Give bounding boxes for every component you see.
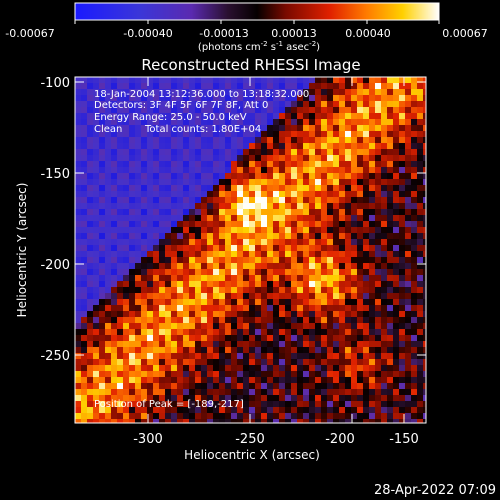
colorbar-tick-label: 0.00013	[271, 27, 317, 40]
colorbar-tick-label: -0.00040	[123, 27, 172, 40]
y-tick-label: -100	[40, 76, 70, 91]
annotation-detectors: Detectors: 3F 4F 5F 6F 7F 8F, Att 0	[94, 100, 268, 111]
timestamp: 28-Apr-2022 07:09	[374, 483, 496, 498]
annotation-energy-range: Energy Range: 25.0 - 50.0 keV	[94, 112, 247, 123]
annotation-peak-position: Position of Peak = [-189,-217]	[94, 399, 244, 410]
x-axis-title: Heliocentric X (arcsec)	[184, 448, 320, 462]
heatmap-pixels	[75, 77, 426, 423]
image-area	[75, 77, 426, 423]
y-tick-label: -200	[40, 258, 70, 273]
colorbar-tick-label: -0.00067	[5, 27, 54, 40]
colorbar-unit-label: (photons cm-2 s-1 asec-2)	[198, 40, 320, 53]
x-tick-label: -300	[133, 432, 163, 447]
y-tick-label: -150	[40, 167, 70, 182]
annotations: 18-Jan-2004 13:12:36.000 to 13:18:32.000…	[94, 89, 309, 410]
x-tick-label: -150	[389, 432, 419, 447]
colorbar-gradient	[74, 2, 440, 21]
colorbar-tick-label: 0.00040	[345, 27, 391, 40]
y-tick-label: -250	[40, 349, 70, 364]
x-tick-label: -250	[235, 432, 265, 447]
plot-title: Reconstructed RHESSI Image	[141, 56, 360, 74]
annotation-total-counts: Total counts: 1.80E+04	[144, 124, 261, 135]
x-tick-label: -200	[325, 432, 355, 447]
y-axis-title: Heliocentric Y (arcsec)	[15, 183, 29, 318]
colorbar-tick-marks	[74, 20, 440, 24]
colorbar-tick-label: 0.00067	[442, 27, 488, 40]
y-axis-ticks	[75, 81, 426, 356]
colorbar-tick-label: -0.00013	[199, 27, 248, 40]
colorbar: -0.00067 -0.00040 -0.00013 0.00013 0.000…	[5, 2, 488, 53]
annotation-method: Clean	[94, 124, 122, 135]
x-axis-ticks	[147, 77, 405, 423]
annotation-time-range: 18-Jan-2004 13:12:36.000 to 13:18:32.000	[94, 89, 309, 100]
